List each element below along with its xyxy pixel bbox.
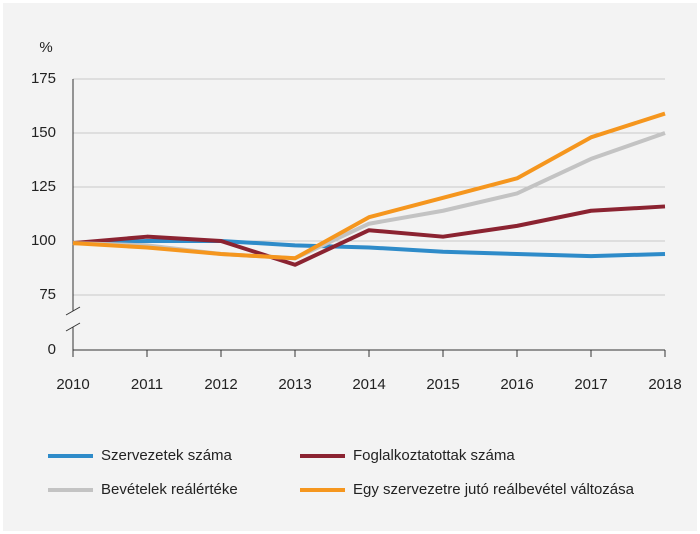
legend-label: Szervezetek száma: [101, 447, 233, 464]
x-tick-label: 2014: [352, 376, 385, 393]
x-tick-label: 2017: [574, 376, 607, 393]
x-tick-label: 2010: [56, 376, 89, 393]
y-tick-label: 175: [31, 70, 56, 87]
x-tick-label: 2018: [648, 376, 681, 393]
axis-break: [65, 322, 81, 332]
legend-label: Egy szervezetre jutó reálbevétel változá…: [353, 481, 635, 498]
x-tick-label: 2013: [278, 376, 311, 393]
x-tick-label: 2016: [500, 376, 533, 393]
y-tick-label: 0: [48, 341, 56, 358]
y-tick-label: 150: [31, 124, 56, 141]
series-line: [72, 204, 666, 267]
legend-label: Foglalkoztatottak száma: [353, 447, 515, 464]
legend-label: Bevételek reálértéke: [101, 481, 238, 498]
y-tick-label: 100: [31, 232, 56, 249]
x-tick-label: 2012: [204, 376, 237, 393]
axis-break: [65, 306, 81, 316]
x-tick-label: 2015: [426, 376, 459, 393]
x-tick-label: 2011: [131, 376, 163, 393]
y-tick-label: 75: [39, 286, 56, 303]
series-line: [72, 239, 666, 259]
series-line: [72, 111, 666, 261]
y-tick-label: 125: [31, 178, 56, 195]
y-unit: %: [39, 39, 52, 56]
